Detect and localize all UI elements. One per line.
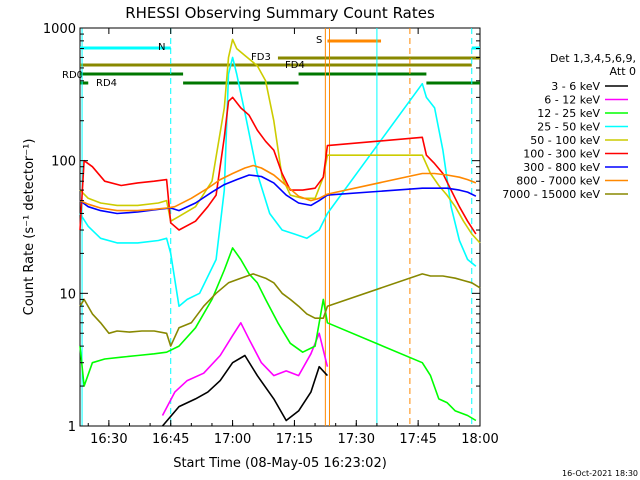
series-100-300-kev	[79, 96, 477, 235]
x-tick-label-16-30: 16:30	[90, 432, 127, 447]
series-12-25-kev	[79, 247, 477, 422]
x-tick-label-17-00: 17:00	[214, 432, 251, 447]
legend-label-25-50-kev: 25 - 50 keV	[537, 121, 600, 134]
axes: 16:30 16:45 17:00 17:15 17:30 17:45 18:00 1 10 10…	[43, 22, 499, 447]
x-tick-label-18-00: 18:00	[461, 432, 498, 447]
legend-label-12-25-kev: 12 - 25 keV	[537, 107, 600, 120]
x-axis-title: Start Time (08-May-05 16:23:02)	[173, 456, 387, 471]
legend-label-300-800-kev: 300 - 800 keV	[523, 161, 600, 174]
y-tick-label-100: 100	[51, 155, 76, 170]
legend-label-50-100-kev: 50 - 100 keV	[530, 134, 600, 147]
span-label-rd0: RD0	[62, 70, 83, 81]
legend-header-1: Att 0	[610, 65, 636, 78]
x-tick-label-17-15: 17:15	[276, 432, 313, 447]
mode-change-markers	[81, 28, 473, 426]
y-axis-title: Count Rate (s⁻¹ detector⁻¹)	[22, 139, 37, 316]
series-7000-15000-kev	[79, 273, 481, 347]
x-tick-label-17-45: 17:45	[399, 432, 436, 447]
series-6-12-kev	[161, 321, 329, 416]
span-label-rd4: RD4	[96, 78, 117, 89]
legend-label-800-7000-kev: 800 - 7000 keV	[516, 175, 600, 188]
y-tick-label-1: 1	[68, 420, 76, 435]
x-tick-label-17-30: 17:30	[338, 432, 375, 447]
span-label-n: N	[158, 42, 165, 53]
series-25-50-kev	[79, 56, 477, 308]
y-tick-label-1000: 1000	[43, 22, 76, 37]
y-tick-label-10: 10	[59, 287, 76, 302]
x-tick-label-16-45: 16:45	[152, 432, 189, 447]
legend-label-6-12-kev: 6 - 12 keV	[544, 94, 600, 107]
legend-label-3-6-kev: 3 - 6 keV	[551, 80, 600, 93]
series-300-800-kev	[79, 174, 477, 215]
span-label-fd4: FD4	[285, 60, 305, 71]
legend-label-7000-15000-kev: 7000 - 15000 keV	[502, 188, 600, 201]
generated-timestamp: 16-Oct-2021 18:30	[562, 469, 638, 478]
legend-label-100-300-kev: 100 - 300 keV	[523, 148, 600, 161]
span-label-s: S	[316, 35, 322, 46]
observing-spans: N S FD3 FD4 RD0 RD4	[62, 35, 480, 89]
series-800-7000-kev	[79, 164, 477, 212]
count-rate-series	[79, 38, 481, 427]
series-3-6-kev	[161, 354, 328, 427]
chart-title: RHESSI Observing Summary Count Rates	[125, 4, 435, 22]
series-50-100-kev	[79, 38, 481, 244]
span-label-fd3: FD3	[251, 52, 271, 63]
legend-header-0: Det 1,3,4,5,6,9,	[550, 52, 636, 65]
